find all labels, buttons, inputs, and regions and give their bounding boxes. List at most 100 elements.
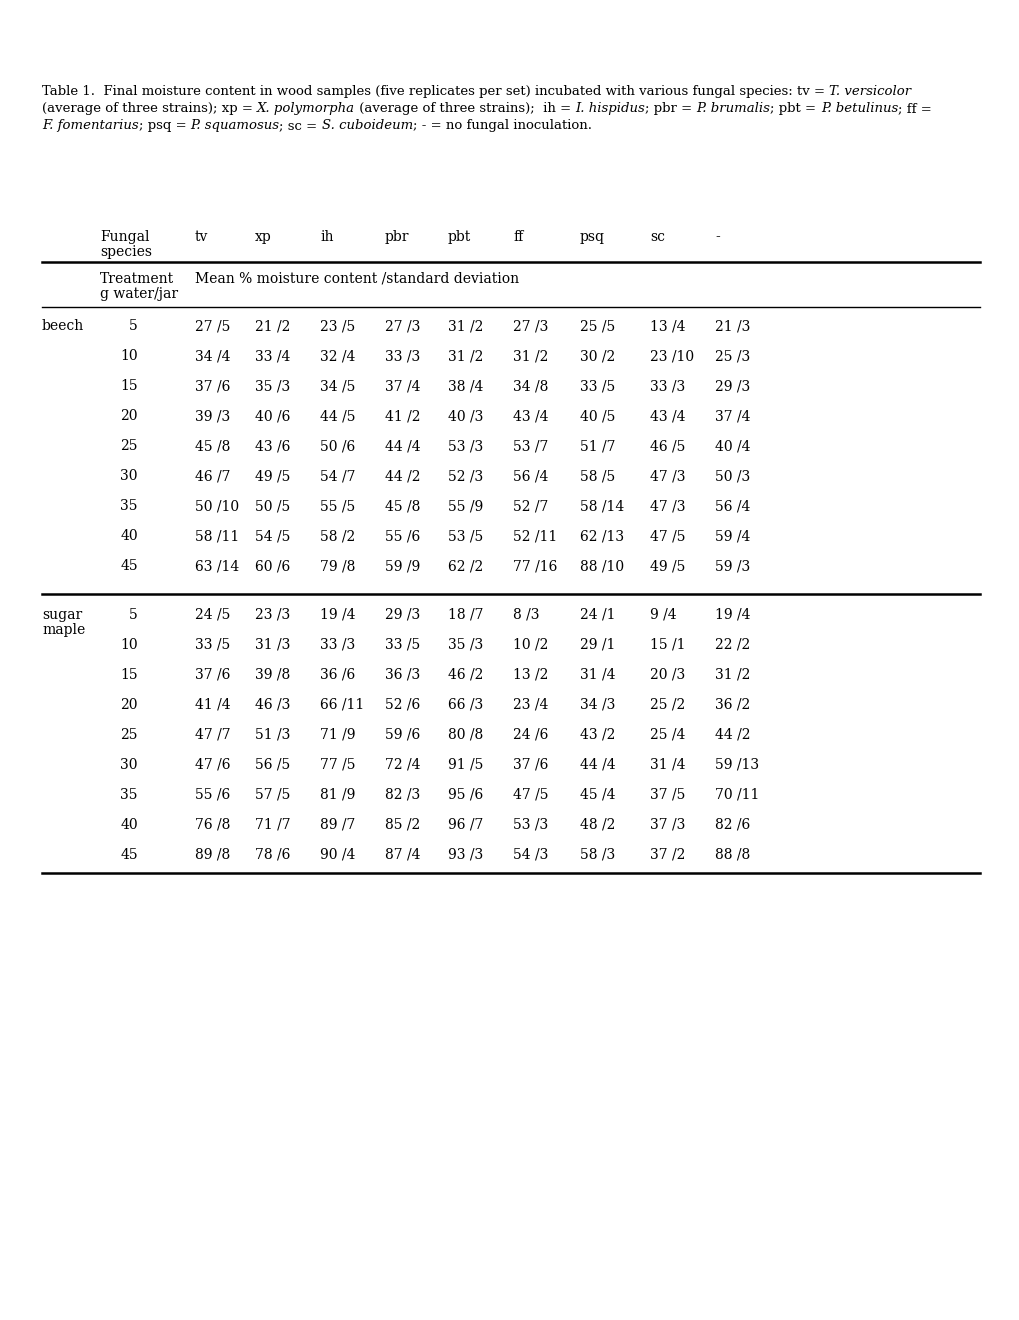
Text: 34 /5: 34 /5 <box>320 379 355 393</box>
Text: I. hispidus: I. hispidus <box>575 102 645 115</box>
Text: 30: 30 <box>120 758 138 772</box>
Text: 24 /1: 24 /1 <box>580 609 614 622</box>
Text: 35: 35 <box>120 499 138 513</box>
Text: Table 1.  Final moisture content in wood samples (five replicates per set) incub: Table 1. Final moisture content in wood … <box>42 84 828 98</box>
Text: ; pbt =: ; pbt = <box>769 102 820 115</box>
Text: 43 /4: 43 /4 <box>513 409 548 422</box>
Text: 27 /3: 27 /3 <box>513 319 548 333</box>
Text: 54 /5: 54 /5 <box>255 529 290 543</box>
Text: P. betulinus: P. betulinus <box>820 102 897 115</box>
Text: 33 /3: 33 /3 <box>384 348 420 363</box>
Text: 35 /3: 35 /3 <box>447 638 483 652</box>
Text: 22 /2: 22 /2 <box>714 638 750 652</box>
Text: 13 /2: 13 /2 <box>513 668 548 682</box>
Text: 19 /4: 19 /4 <box>714 609 750 622</box>
Text: Mean % moisture content /standard deviation: Mean % moisture content /standard deviat… <box>195 272 519 286</box>
Text: 66 /3: 66 /3 <box>447 698 483 711</box>
Text: beech: beech <box>42 319 85 333</box>
Text: Fungal: Fungal <box>100 230 150 244</box>
Text: 27 /3: 27 /3 <box>384 319 420 333</box>
Text: 58 /3: 58 /3 <box>580 847 614 862</box>
Text: 55 /9: 55 /9 <box>447 499 483 513</box>
Text: 77 /5: 77 /5 <box>320 758 356 772</box>
Text: 44 /2: 44 /2 <box>384 469 420 483</box>
Text: 80 /8: 80 /8 <box>447 729 483 742</box>
Text: Treatment: Treatment <box>100 272 174 286</box>
Text: 53 /3: 53 /3 <box>513 818 548 832</box>
Text: 39 /8: 39 /8 <box>255 668 290 682</box>
Text: ; pbr =: ; pbr = <box>645 102 696 115</box>
Text: 41 /4: 41 /4 <box>195 698 230 711</box>
Text: 33 /5: 33 /5 <box>580 379 614 393</box>
Text: 45 /8: 45 /8 <box>384 499 420 513</box>
Text: 89 /7: 89 /7 <box>320 818 355 832</box>
Text: 52 /7: 52 /7 <box>513 499 548 513</box>
Text: 9 /4: 9 /4 <box>649 609 676 622</box>
Text: P. squamosus: P. squamosus <box>191 119 279 132</box>
Text: 87 /4: 87 /4 <box>384 847 420 862</box>
Text: 33 /5: 33 /5 <box>384 638 420 652</box>
Text: 47 /5: 47 /5 <box>513 788 548 803</box>
Text: 31 /4: 31 /4 <box>580 668 614 682</box>
Text: 23 /10: 23 /10 <box>649 348 694 363</box>
Text: 35: 35 <box>120 788 138 803</box>
Text: X. polymorpha: X. polymorpha <box>257 102 355 115</box>
Text: 40 /4: 40 /4 <box>714 440 750 453</box>
Text: 15: 15 <box>120 379 138 393</box>
Text: 93 /3: 93 /3 <box>447 847 483 862</box>
Text: 37 /6: 37 /6 <box>195 379 230 393</box>
Text: 33 /3: 33 /3 <box>320 638 355 652</box>
Text: 82 /6: 82 /6 <box>714 818 750 832</box>
Text: 45: 45 <box>120 847 138 862</box>
Text: 60 /6: 60 /6 <box>255 558 290 573</box>
Text: 58 /11: 58 /11 <box>195 529 239 543</box>
Text: tv: tv <box>195 230 208 244</box>
Text: 54 /7: 54 /7 <box>320 469 356 483</box>
Text: 40 /6: 40 /6 <box>255 409 290 422</box>
Text: 53 /7: 53 /7 <box>513 440 548 453</box>
Text: 5: 5 <box>129 609 138 622</box>
Text: 62 /2: 62 /2 <box>447 558 483 573</box>
Text: 10: 10 <box>120 348 138 363</box>
Text: ih: ih <box>320 230 333 244</box>
Text: 37 /6: 37 /6 <box>513 758 548 772</box>
Text: -: - <box>714 230 719 244</box>
Text: 58 /2: 58 /2 <box>320 529 355 543</box>
Text: 45: 45 <box>120 558 138 573</box>
Text: 59 /13: 59 /13 <box>714 758 758 772</box>
Text: 50 /6: 50 /6 <box>320 440 355 453</box>
Text: 36 /6: 36 /6 <box>320 668 355 682</box>
Text: 52 /11: 52 /11 <box>513 529 556 543</box>
Text: 55 /6: 55 /6 <box>195 788 230 803</box>
Text: 29 /3: 29 /3 <box>714 379 750 393</box>
Text: 47 /3: 47 /3 <box>649 469 685 483</box>
Text: 25 /4: 25 /4 <box>649 729 685 742</box>
Text: 50 /10: 50 /10 <box>195 499 238 513</box>
Text: 59 /9: 59 /9 <box>384 558 420 573</box>
Text: 15: 15 <box>120 668 138 682</box>
Text: 46 /3: 46 /3 <box>255 698 290 711</box>
Text: ; psq =: ; psq = <box>139 119 191 132</box>
Text: 37 /6: 37 /6 <box>195 668 230 682</box>
Text: 37 /4: 37 /4 <box>714 409 750 422</box>
Text: 24 /5: 24 /5 <box>195 609 230 622</box>
Text: 34 /3: 34 /3 <box>580 698 614 711</box>
Text: g water/jar: g water/jar <box>100 286 178 301</box>
Text: 46 /5: 46 /5 <box>649 440 685 453</box>
Text: species: species <box>100 246 152 259</box>
Text: 48 /2: 48 /2 <box>580 818 614 832</box>
Text: 71 /9: 71 /9 <box>320 729 356 742</box>
Text: 55 /6: 55 /6 <box>384 529 420 543</box>
Text: 78 /6: 78 /6 <box>255 847 290 862</box>
Text: 50 /3: 50 /3 <box>714 469 750 483</box>
Text: 31 /2: 31 /2 <box>714 668 750 682</box>
Text: 29 /1: 29 /1 <box>580 638 614 652</box>
Text: 25: 25 <box>120 440 138 453</box>
Text: 19 /4: 19 /4 <box>320 609 356 622</box>
Text: T. versicolor: T. versicolor <box>828 84 911 98</box>
Text: 49 /5: 49 /5 <box>255 469 290 483</box>
Text: 40: 40 <box>120 529 138 543</box>
Text: 63 /14: 63 /14 <box>195 558 239 573</box>
Text: 45 /8: 45 /8 <box>195 440 230 453</box>
Text: 50 /5: 50 /5 <box>255 499 290 513</box>
